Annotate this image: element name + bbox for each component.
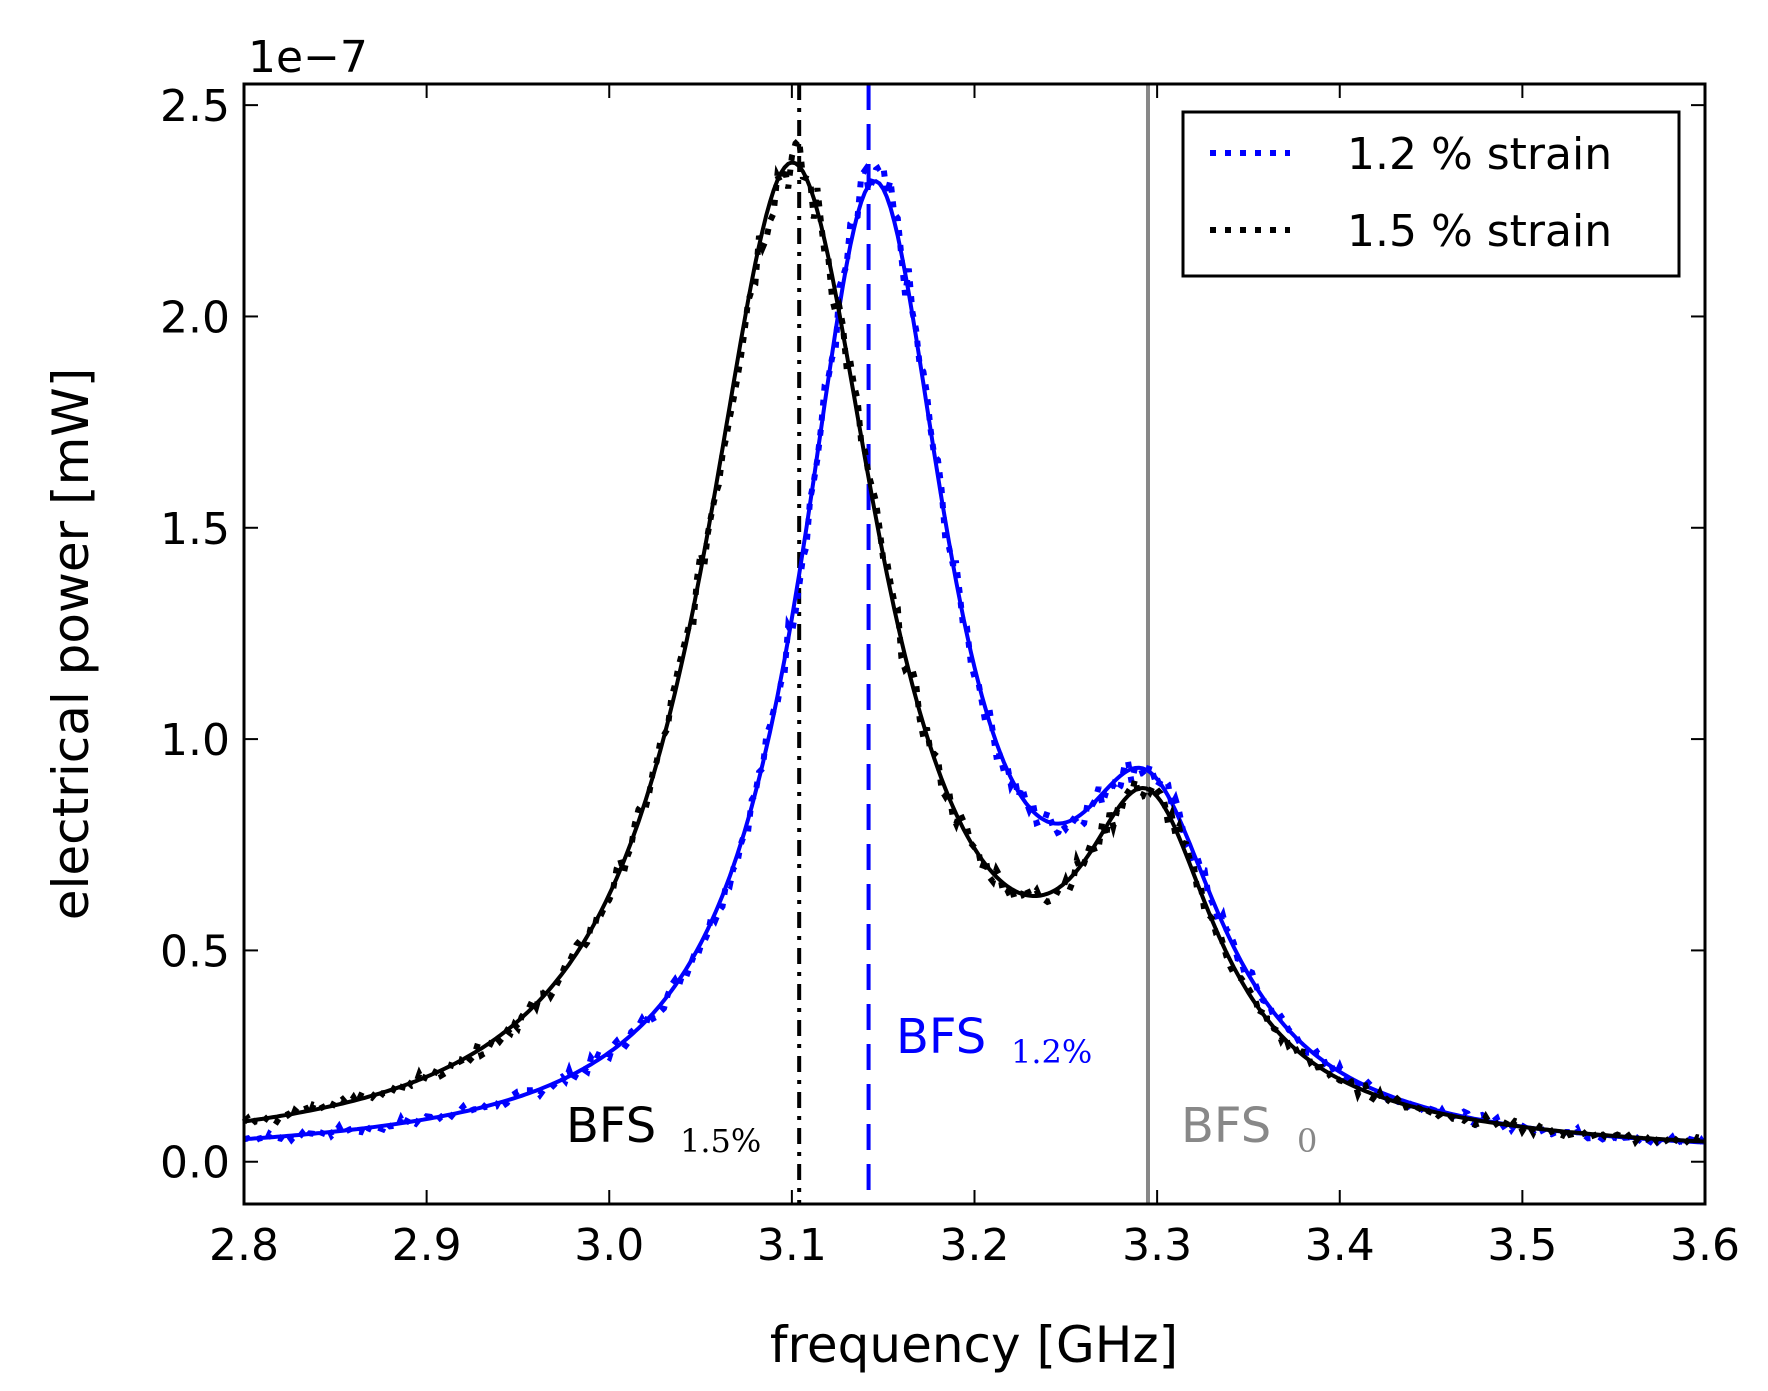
- svg-text:BFS: BFS: [896, 1009, 986, 1065]
- legend-box: [1181, 110, 1681, 278]
- bfs-1.2-label: BFS 1.2%: [896, 1009, 1092, 1071]
- legend: 1.2 % strain 1.5 % strain: [1181, 110, 1681, 278]
- y-tick-label: 0.5: [160, 926, 230, 977]
- bfs-1.5-label: BFS 1.5%: [566, 1098, 761, 1160]
- bfs-0-label: BFS 0: [1181, 1098, 1317, 1160]
- x-tick-label: 3.4: [1305, 1220, 1375, 1271]
- legend-label-1.2-strain: 1.2 % strain: [1347, 129, 1612, 180]
- x-tick-label: 3.3: [1122, 1220, 1192, 1271]
- legend-label-1.5-strain: 1.5 % strain: [1347, 206, 1612, 257]
- x-tick-label: 3.5: [1487, 1220, 1557, 1271]
- svg-text:1.5%: 1.5%: [680, 1122, 761, 1160]
- x-tick-label: 2.8: [209, 1220, 279, 1271]
- x-tick-label: 3.2: [940, 1220, 1010, 1271]
- svg-text:1.2%: 1.2%: [1011, 1033, 1092, 1071]
- x-tick-label: 3.1: [757, 1220, 827, 1271]
- svg-text:BFS: BFS: [1181, 1098, 1271, 1154]
- x-tick-label: 2.9: [392, 1220, 462, 1271]
- fit-series-1: [243, 160, 1706, 1144]
- svg-text:BFS: BFS: [566, 1098, 656, 1154]
- svg-text:0: 0: [1297, 1122, 1317, 1160]
- y-axis-title: electrical power [mW]: [42, 368, 100, 920]
- y-tick-label: 1.5: [160, 504, 230, 555]
- x-tick-label: 3.6: [1670, 1220, 1740, 1271]
- y-tick-label: 0.0: [160, 1138, 230, 1189]
- y-tick-label: 1.0: [160, 715, 230, 766]
- y-tick-label: 2.0: [160, 292, 230, 343]
- x-axis-title: frequency [GHz]: [770, 1316, 1178, 1374]
- x-tick-label: 3.0: [574, 1220, 644, 1271]
- y-tick-label: 2.5: [160, 81, 230, 132]
- y-offset-label: 1e−7: [248, 32, 368, 83]
